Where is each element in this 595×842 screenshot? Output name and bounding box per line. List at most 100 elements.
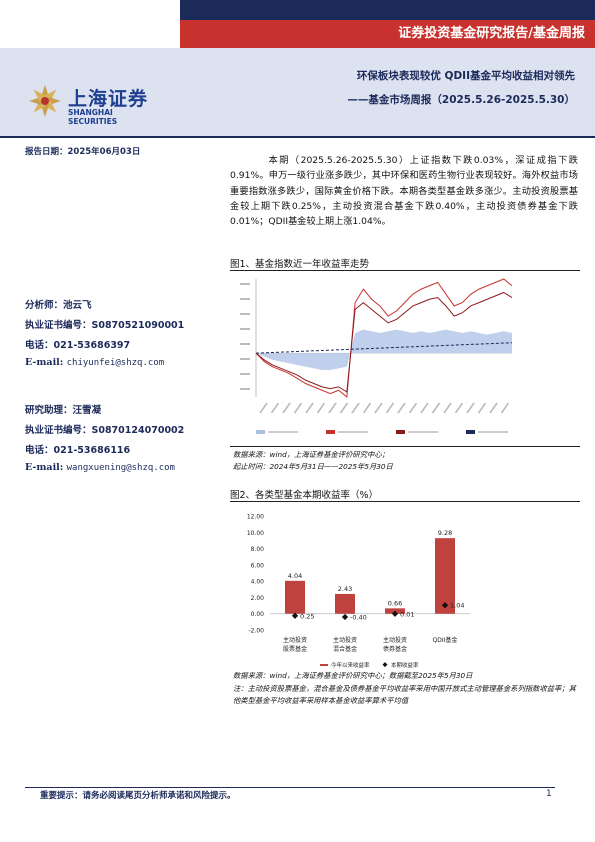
chart1-xtick (339, 402, 349, 414)
chart1-xtick (259, 402, 268, 414)
analyst-email-row: E-mail: chiyunfei@shzq.com (25, 357, 164, 368)
figure1-chart (240, 278, 513, 434)
chart1-series-2 (255, 291, 513, 393)
chart1-series-1 (255, 278, 513, 398)
chart2-point-label-3: 1.04 (450, 602, 464, 610)
chart1-series-0 (256, 329, 512, 371)
report-date: 报告日期：2025年06月03日 (25, 147, 141, 157)
footer-notice: 重要提示：请务必阅读尾页分析师承诺和风险提示。 (40, 791, 236, 801)
chart2-ytick-label: 6.00 (251, 562, 265, 569)
figure1-period: 起止时间：2024年5月31日——2025年5月30日 (233, 462, 393, 471)
header-navy-bar (180, 0, 595, 20)
chart1-xtick (270, 402, 280, 414)
analyst-name: 分析师：池云飞 (25, 300, 92, 311)
chart1-xtick (305, 402, 314, 414)
chart2-ytick-label: 10.00 (247, 530, 264, 537)
chart1-ytick (240, 388, 250, 390)
chart1-legend-label-3 (478, 431, 508, 433)
report-title: 环保板块表现较优 QDII基金平均收益相对领先 (356, 70, 575, 82)
chart1-xtick (397, 402, 406, 414)
report-subtitle: ——基金市场周报（2025.5.26-2025.5.30） (347, 94, 575, 106)
chart2-ytick-label: -2.00 (248, 628, 264, 635)
assistant-email[interactable]: wangxuening@shzq.com (66, 463, 175, 473)
assistant-name: 研究助理：汪雪凝 (25, 405, 102, 416)
chart1-xtick (443, 402, 452, 414)
assistant-email-label: E-mail: (25, 462, 64, 473)
chart1-xtick (362, 402, 372, 414)
chart1-legend-label-0 (268, 431, 298, 433)
chart1-xtick (477, 402, 487, 414)
chart2-legend-swatch-ytd (320, 664, 328, 666)
figure2-note: 注：主动投资股票基金，混合基金及债券基金平均收益率采用中国开放式主动管理基金系列… (233, 684, 576, 705)
chart1-xtick (489, 402, 498, 414)
logo-text-en: SHANGHAI SECURITIES (68, 108, 118, 126)
chart1-xtick (408, 402, 418, 414)
figure1-title: 图1、基金指数近一年收益率走势 (230, 259, 370, 270)
header-band (0, 48, 595, 136)
analyst-email[interactable]: chiyunfei@shzq.com (66, 358, 165, 368)
assistant-email-row: E-mail: wangxuening@shzq.com (25, 462, 175, 473)
chart1-ytick (240, 313, 250, 315)
chart1-xtick (466, 402, 475, 414)
assistant-cert: 执业证书编号：S0870124070002 (25, 425, 185, 436)
chart1-xtick (328, 402, 337, 414)
figure2-rule (230, 501, 580, 502)
chart1-ytick (240, 328, 250, 330)
shanghai-securities-logo-icon (29, 85, 61, 117)
chart1-ytick (240, 373, 250, 375)
chart1-xtick (351, 402, 360, 414)
analyst-phone: 电话：021-53686397 (25, 340, 131, 351)
chart1-xtick (454, 402, 464, 414)
page-number: 1 (546, 789, 552, 799)
summary-paragraph: 本期（2025.5.26-2025.5.30）上证指数下跌0.03%，深证成指下… (230, 153, 578, 229)
company-logo: 上海证券 SHANGHAI SECURITIES (28, 82, 163, 126)
chart1-xtick (374, 402, 383, 414)
figure2-chart: 12.00 10.00 8.00 6.00 4.00 2.00 0.00 -2.00 4.04 0… (247, 514, 470, 669)
chart1-xtick (431, 402, 441, 414)
header-red-bar (180, 20, 595, 48)
figure2-source: 数据来源：wind，上海证券基金评价研究中心；数据截至2025年5月30日 (233, 671, 473, 680)
summary-text: 本期（2025.5.26-2025.5.30）上证指数下跌0.03%，深证成指下… (230, 155, 578, 228)
figure1-bottom-rule (230, 446, 580, 447)
chart1-legend-swatch-3 (466, 430, 475, 434)
chart1-ytick (240, 298, 250, 300)
header-rule (0, 136, 595, 138)
figure1-source: 数据来源：wind，上海证券基金评价研究中心； (233, 450, 389, 459)
chart1-legend-swatch-0 (256, 430, 265, 434)
figure2-title: 图2、各类型基金本期收益率（%） (230, 490, 379, 501)
chart2-category-label-2: 主动投资 (383, 636, 407, 644)
analyst-cert: 执业证书编号：S0870521090001 (25, 320, 185, 331)
chart2-category-label-2: 债券基金 (383, 645, 407, 653)
chart2-legend-label-week: 本期收益率 (391, 661, 419, 669)
chart2-ytick-label: 8.00 (251, 546, 265, 553)
chart2-legend-swatch-week (382, 662, 388, 668)
assistant-phone: 电话：021-53686116 (25, 445, 131, 456)
chart2-bar-label-0: 4.04 (288, 572, 302, 580)
footer-rule (25, 787, 555, 788)
analyst-email-label: E-mail: (25, 357, 64, 368)
chart1-xtick (385, 402, 395, 414)
chart2-ytick-label: 4.00 (251, 579, 265, 586)
logo-text-cn: 上海证券 (68, 88, 149, 110)
chart2-bar-label-3: 9.28 (438, 529, 452, 537)
chart2-point-label-0: 0.25 (300, 612, 314, 620)
chart1-ytick (240, 343, 250, 345)
chart2-point-label-1: -0.40 (350, 613, 367, 621)
chart2-point-1 (341, 613, 349, 621)
chart1-legend-label-1 (338, 431, 368, 433)
chart2-ytick-label: 12.00 (247, 514, 264, 521)
chart1-xtick (316, 402, 326, 414)
chart1-xtick (420, 402, 429, 414)
chart2-bar-1 (335, 593, 355, 614)
chart1-ytick (240, 283, 250, 285)
report-banner: 证券投资基金研究报告/基金周报 (398, 26, 585, 41)
chart2-bar-label-1: 2.43 (338, 585, 352, 593)
chart1-legend-swatch-1 (326, 430, 335, 434)
chart2-bar-3 (435, 538, 455, 614)
chart2-point-label-2: 0.01 (400, 610, 414, 618)
chart1-legend-label-2 (408, 431, 438, 433)
chart2-category-label-0: 股票基金 (283, 645, 307, 653)
figure1-rule (230, 270, 580, 271)
chart2-ytick-label: 2.00 (251, 595, 265, 602)
chart1-legend-swatch-2 (396, 430, 405, 434)
